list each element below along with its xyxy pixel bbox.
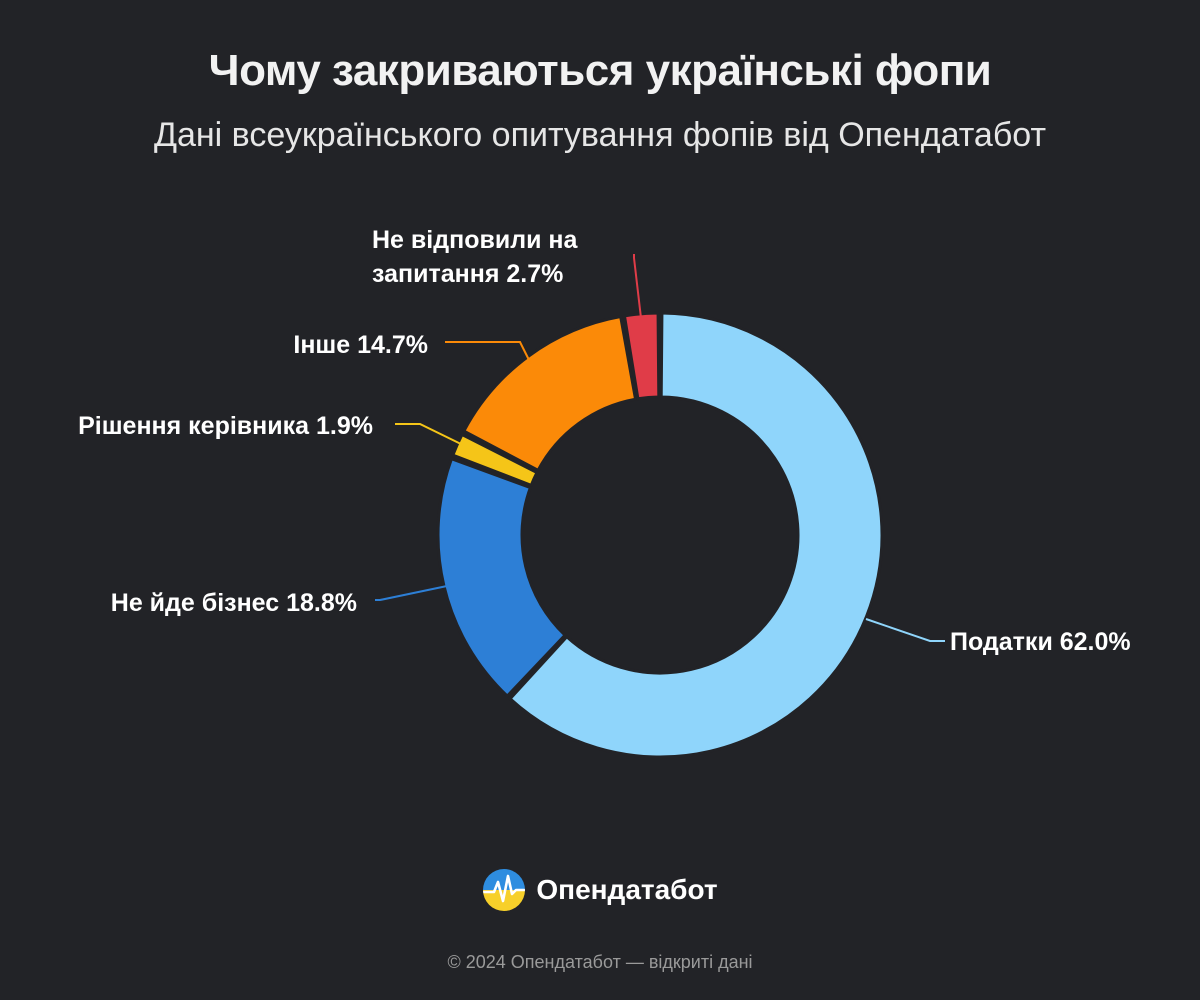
label-connector-3 xyxy=(395,423,464,446)
slice-3 xyxy=(451,432,539,487)
label-connector-5 xyxy=(633,254,642,319)
slice-5 xyxy=(622,311,661,401)
slice-label-4: Інше 14.7% xyxy=(293,331,428,359)
slice-2 xyxy=(436,457,567,698)
slice-label-1: Податки 62.0% xyxy=(950,628,1131,656)
label-connector-4 xyxy=(445,341,531,363)
chart-title: Чому закриваються українські фопи xyxy=(208,46,992,95)
chart-subtitle: Дані всеукраїнського опитування фопів ві… xyxy=(153,116,1047,154)
brand: Опендатабот xyxy=(0,868,1200,912)
copyright-footer: © 2024 Опендатабот — відкриті дані xyxy=(447,952,753,972)
slice-4 xyxy=(462,315,638,472)
opendatabot-logo-icon xyxy=(483,869,526,911)
slice-label-2: Не йде бізнес 18.8% xyxy=(111,589,357,617)
label-connector-1 xyxy=(865,618,945,642)
slice-1 xyxy=(508,311,884,759)
slice-label-3: Рішення керівника 1.9% xyxy=(78,412,373,440)
slice-label-5: Не відповили на запитання 2.7% xyxy=(372,226,578,288)
label-connector-2 xyxy=(375,585,448,601)
brand-name: Опендатабот xyxy=(536,874,718,905)
